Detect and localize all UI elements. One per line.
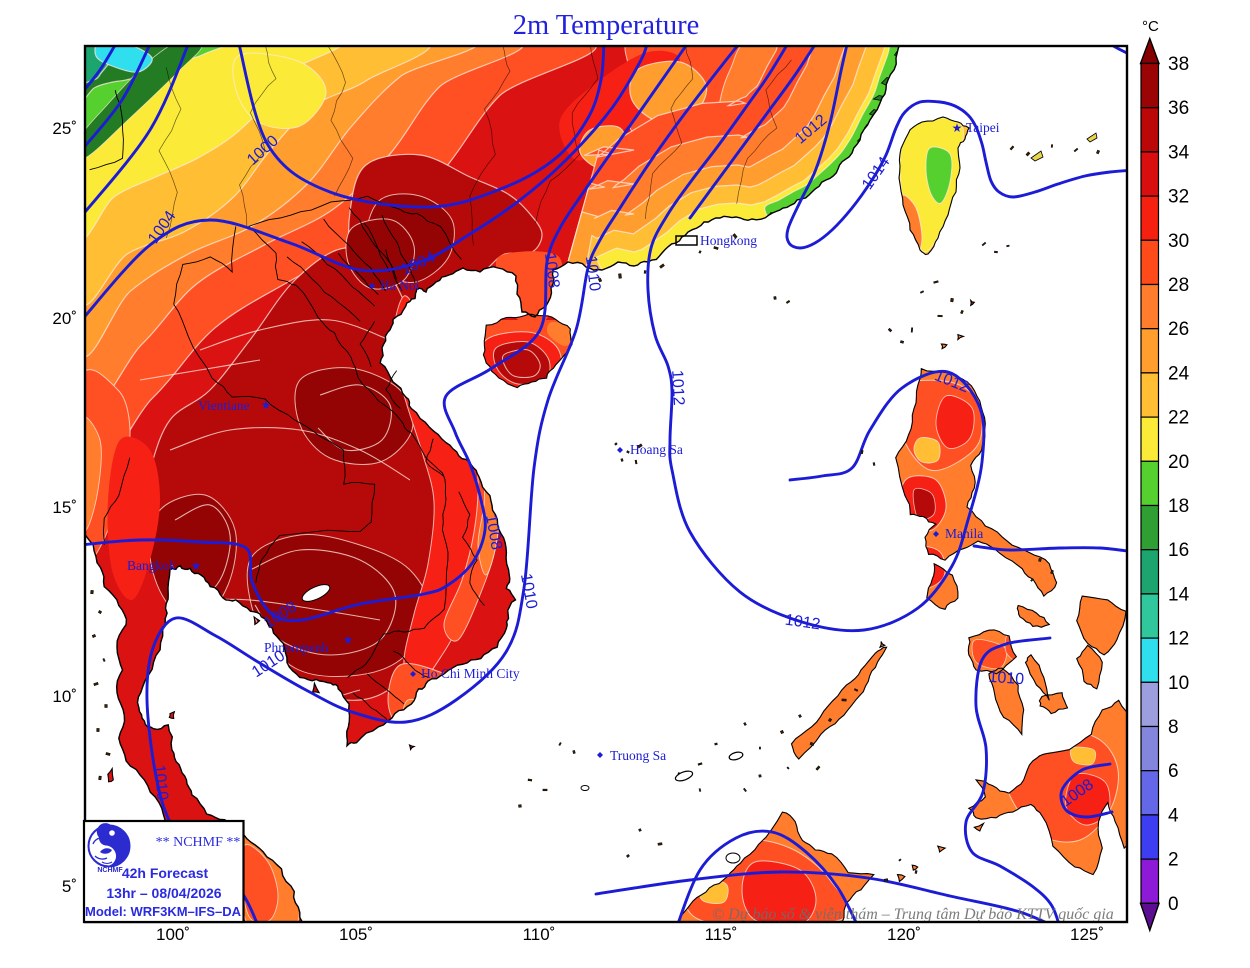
- svg-text:125˚: 125˚: [1070, 925, 1104, 944]
- svg-text:1008: 1008: [541, 252, 562, 290]
- svg-text:1012: 1012: [668, 370, 687, 407]
- svg-text:Taipei: Taipei: [966, 120, 1000, 135]
- svg-text:26: 26: [1168, 319, 1189, 340]
- svg-text:6: 6: [1168, 761, 1179, 782]
- svg-text:2m Temperature: 2m Temperature: [513, 10, 700, 41]
- svg-text:NCHMF: NCHMF: [97, 867, 123, 874]
- svg-text:14: 14: [1168, 584, 1190, 605]
- svg-text:Hoang Sa: Hoang Sa: [630, 442, 683, 457]
- svg-text:1010: 1010: [150, 764, 171, 801]
- svg-text:100˚: 100˚: [156, 925, 190, 944]
- svg-text:1010: 1010: [517, 572, 540, 610]
- svg-text:Ho Chi Minh City: Ho Chi Minh City: [421, 666, 520, 681]
- svg-text:105˚: 105˚: [339, 925, 373, 944]
- svg-text:5˚: 5˚: [62, 877, 77, 896]
- svg-text:Model: WRF3KM–IFS–DA: Model: WRF3KM–IFS–DA: [85, 904, 242, 919]
- svg-text:Vientiane: Vientiane: [198, 398, 250, 413]
- svg-text:★: ★: [191, 559, 202, 573]
- svg-text:32: 32: [1168, 187, 1189, 208]
- svg-text:Ha Noi: Ha Noi: [380, 278, 420, 293]
- svg-text:Manila: Manila: [945, 526, 983, 541]
- svg-text:28: 28: [1168, 275, 1189, 296]
- svg-text:15˚: 15˚: [52, 498, 77, 517]
- svg-text:16: 16: [1168, 540, 1189, 561]
- svg-text:1010: 1010: [988, 669, 1025, 688]
- svg-text:20˚: 20˚: [52, 309, 77, 328]
- svg-text:20: 20: [1168, 452, 1189, 473]
- svg-text:°C: °C: [1142, 18, 1159, 35]
- svg-text:115˚: 115˚: [705, 925, 738, 944]
- svg-text:★: ★: [261, 398, 272, 412]
- svg-text:38: 38: [1168, 54, 1189, 75]
- svg-text:2: 2: [1168, 850, 1179, 871]
- svg-text:25˚: 25˚: [52, 119, 77, 138]
- svg-text:10: 10: [1168, 673, 1189, 694]
- svg-text:13hr – 08/04/2026: 13hr – 08/04/2026: [106, 885, 221, 901]
- svg-text:1008: 1008: [482, 513, 505, 551]
- svg-text:30: 30: [1168, 231, 1189, 252]
- svg-text:Phnompenh: Phnompenh: [264, 640, 329, 655]
- svg-text:10˚: 10˚: [52, 687, 77, 706]
- svg-text:42h Forecast: 42h Forecast: [122, 865, 209, 881]
- svg-text:12: 12: [1168, 629, 1189, 650]
- svg-text:8: 8: [1168, 717, 1179, 738]
- svg-text:Truong Sa: Truong Sa: [610, 748, 666, 763]
- svg-text:110˚: 110˚: [523, 925, 556, 944]
- svg-text:** NCHMF **: ** NCHMF **: [156, 835, 241, 850]
- svg-text:0: 0: [1168, 894, 1179, 915]
- svg-text:24: 24: [1168, 363, 1190, 384]
- svg-text:★: ★: [343, 633, 354, 647]
- svg-text:120˚: 120˚: [887, 925, 921, 944]
- svg-text:1012: 1012: [784, 612, 822, 634]
- svg-text:★: ★: [952, 121, 963, 135]
- svg-text:© Dự báo số & viễn thám – Trun: © Dự báo số & viễn thám – Trung tâm Dự b…: [712, 906, 1114, 923]
- svg-text:22: 22: [1168, 408, 1189, 429]
- svg-text:36: 36: [1168, 98, 1189, 119]
- svg-text:Bangkok: Bangkok: [127, 558, 176, 573]
- svg-text:Hongkong: Hongkong: [700, 233, 757, 248]
- svg-text:34: 34: [1168, 142, 1190, 163]
- svg-text:4: 4: [1168, 805, 1179, 826]
- svg-text:18: 18: [1168, 496, 1189, 517]
- svg-text:1010: 1010: [582, 255, 603, 293]
